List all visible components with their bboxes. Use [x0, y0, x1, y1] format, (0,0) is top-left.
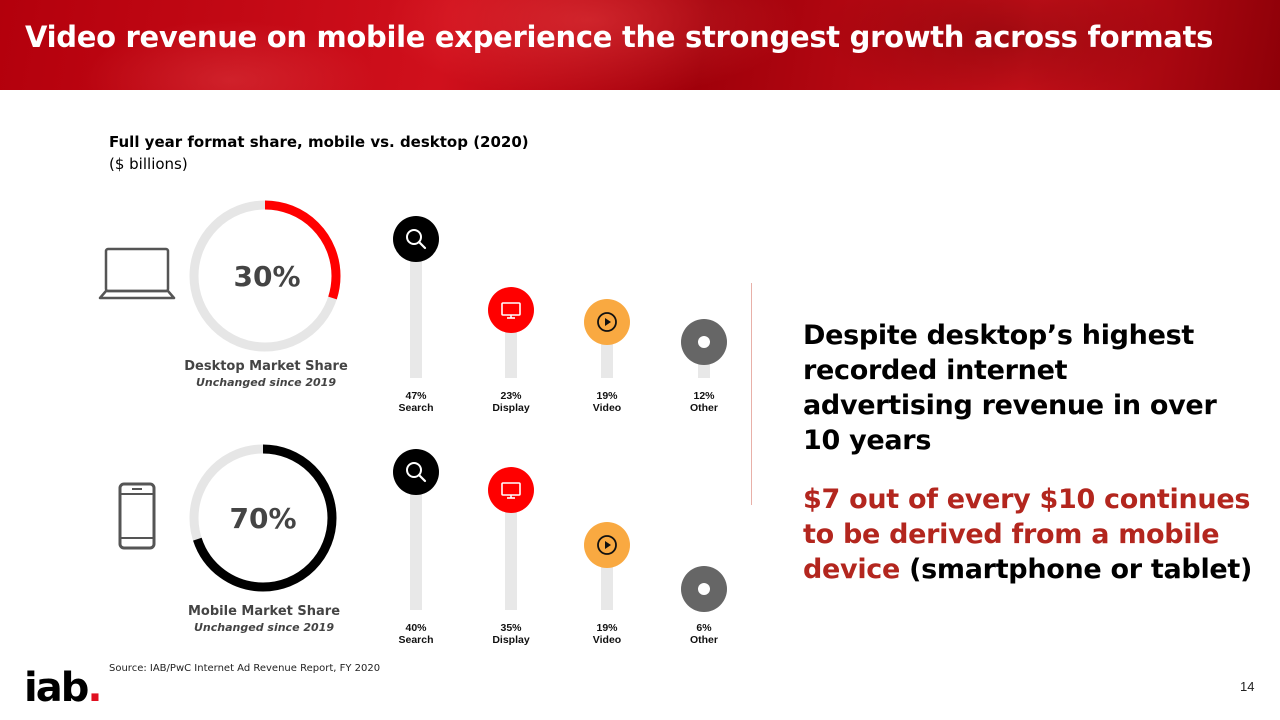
bar-category-label: Video — [592, 634, 622, 646]
callout-headline: Despite desktop’s highest recorded inter… — [803, 320, 1217, 456]
mobile-share-value: 70% — [229, 502, 297, 535]
bar-value-label: 47% — [405, 390, 427, 402]
bar-head-video — [584, 298, 630, 345]
banner-decoration — [380, 0, 800, 90]
bar-label-other: 12% Other — [664, 390, 744, 414]
callout-statement-highlight: $7 out of every $10 continues to be deri… — [803, 484, 1251, 585]
chart-heading: Full year format share, mobile vs. deskt… — [109, 133, 529, 151]
banner-decoration — [820, 0, 1180, 90]
bar-category-label: Other — [689, 402, 718, 414]
chart-subheading: ($ billions) — [109, 155, 188, 173]
display-icon — [501, 302, 521, 319]
bar-head-video — [584, 521, 630, 568]
callout-statement: $7 out of every $10 continues to be deri… — [803, 482, 1253, 587]
bar-search — [410, 238, 422, 378]
bar-label-search: 47% Search — [376, 390, 456, 414]
desktop-share-arc — [189, 200, 341, 352]
laptop-icon — [98, 247, 176, 300]
bar-value-label: 12% — [693, 390, 715, 402]
other-icon — [698, 336, 710, 349]
bar-category-label: Display — [492, 634, 530, 646]
desktop-donut-chart — [189, 200, 341, 352]
smartphone-icon — [118, 482, 156, 550]
bar-value-label: 23% — [500, 390, 522, 402]
callout-statement-tail: (smartphone or tablet) — [900, 554, 1253, 585]
bar-value-label: 19% — [596, 390, 618, 402]
logo-dot: . — [87, 665, 102, 711]
bar-head-display — [488, 286, 534, 333]
bar-head-display — [488, 466, 534, 513]
search-icon — [406, 228, 427, 249]
bar-category-label: Video — [592, 402, 622, 414]
source-note: Source: IAB/PwC Internet Ad Revenue Repo… — [109, 663, 381, 674]
bar-display — [505, 489, 517, 610]
bar-value-label: 40% — [405, 622, 427, 634]
bar-label-display: 23% Display — [471, 390, 551, 414]
mobile-donut-chart — [189, 444, 337, 592]
bar-category-label: Display — [492, 402, 530, 414]
other-icon — [698, 583, 710, 596]
bar-head-other — [681, 319, 727, 366]
bar-head-search — [393, 449, 439, 496]
title-banner: Video revenue on mobile experience the s… — [0, 0, 1280, 90]
bar-label-display: 35% Display — [471, 622, 551, 646]
mobile-share-note: Unchanged since 2019 — [194, 621, 334, 634]
bar-label-video: 19% Video — [567, 622, 647, 646]
search-icon — [406, 462, 427, 483]
page-number: 14 — [1240, 679, 1255, 694]
bar-category-label: Search — [398, 402, 434, 414]
logo-text: iab — [24, 665, 89, 711]
bar-label-search: 40% Search — [376, 622, 456, 646]
bar-value-label: 19% — [596, 622, 618, 634]
bar-search — [410, 472, 422, 610]
bar-head-other — [681, 566, 727, 613]
bar-category-label: Other — [689, 634, 718, 646]
bar-value-label: 6% — [696, 622, 712, 634]
desktop-share-value: 30% — [233, 260, 301, 293]
bar-head-search — [393, 215, 439, 262]
bar-label-video: 19% Video — [567, 390, 647, 414]
video-icon — [597, 534, 617, 555]
bar-category-label: Search — [398, 634, 434, 646]
mobile-share-arc — [189, 444, 337, 592]
page-title: Video revenue on mobile experience the s… — [25, 20, 1214, 54]
video-icon — [597, 311, 617, 332]
bar-label-other: 6% Other — [664, 622, 744, 646]
iab-logo: iab. — [24, 665, 103, 711]
desktop-share-note: Unchanged since 2019 — [196, 376, 336, 389]
display-icon — [501, 481, 521, 499]
desktop-share-label: Desktop Market Share — [184, 359, 348, 374]
bar-value-label: 35% — [500, 622, 522, 634]
mobile-share-label: Mobile Market Share — [187, 604, 341, 619]
divider-line — [751, 283, 752, 505]
